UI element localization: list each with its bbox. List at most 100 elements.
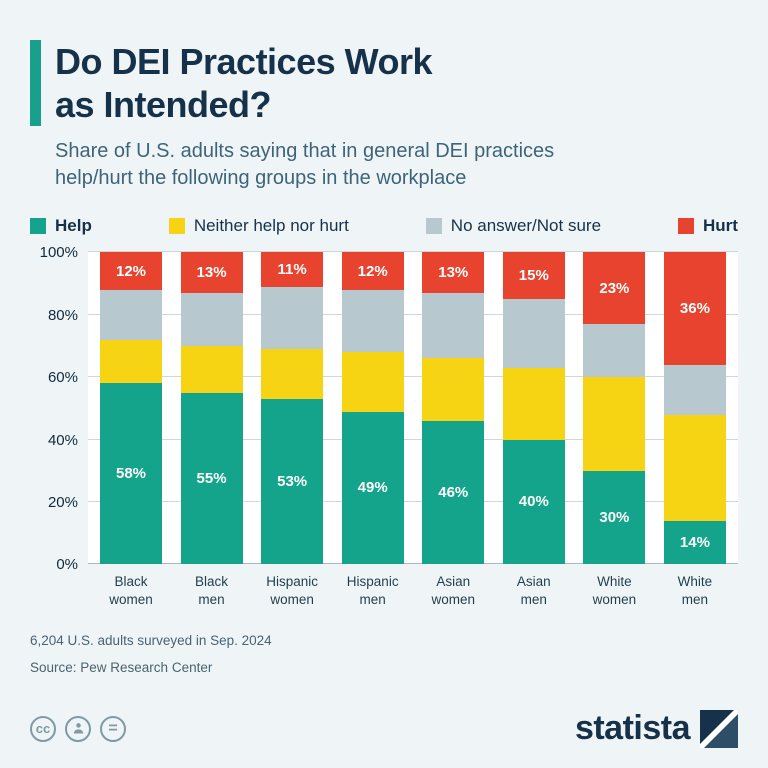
title-line-1: Do DEI Practices Work	[55, 41, 432, 82]
segment-hispanic-men-neither-help-nor-hurt	[341, 352, 404, 412]
segment-black-men-no-answer-not-sure	[180, 292, 243, 346]
x-label-white-men: White men	[677, 574, 713, 607]
bottom-bar: cc = statista	[30, 709, 738, 748]
bar-hispanic-men: 49% 12%	[341, 252, 404, 565]
segment-hispanic-women-help: 53%	[261, 399, 324, 565]
segment-hispanic-men-no-answer-not-sure	[341, 289, 404, 353]
value-label: 14%	[679, 534, 710, 552]
segment-black-men-neither-help-nor-hurt	[180, 345, 243, 393]
segment-asian-men-neither-help-nor-hurt	[502, 367, 565, 440]
value-label: 53%	[277, 473, 308, 491]
value-label: 13%	[196, 264, 227, 282]
legend-item-no-answer-not-sure: No answer/Not sure	[425, 216, 602, 236]
value-label: 30%	[599, 509, 630, 527]
bar-asian-men: 40% 15%	[502, 252, 565, 565]
x-label-hispanic-women: Hispanic women	[266, 574, 319, 607]
y-tick-20: 20%	[47, 493, 78, 511]
legend-label: Help	[55, 216, 92, 236]
survey-note: 6,204 U.S. adults surveyed in Sep. 2024	[30, 633, 272, 649]
y-tick-0: 0%	[56, 556, 78, 574]
legend-swatch-hurt	[678, 218, 695, 235]
x-label-asian-men: Asian men	[516, 574, 551, 607]
bar-white-men: 14% 36%	[663, 252, 726, 565]
value-label: 11%	[277, 261, 307, 279]
gridline-40	[88, 438, 738, 440]
gridline-100	[88, 251, 738, 253]
value-label: 49%	[357, 479, 388, 497]
statista-wordmark: statista	[574, 709, 691, 747]
x-label-white-women: White women	[592, 574, 637, 607]
gridline-80	[88, 313, 738, 315]
no-derivatives-icon[interactable]: =	[100, 715, 126, 742]
x-label-black-women: Black women	[109, 574, 153, 607]
source-note: Source: Pew Research Center	[30, 659, 213, 675]
segment-white-men-hurt: 36%	[663, 252, 726, 365]
footer-notes: 6,204 U.S. adults surveyed in Sep. 2024 …	[30, 628, 738, 681]
segment-asian-men-no-answer-not-sure	[502, 299, 565, 368]
statista-logo[interactable]: statista	[575, 709, 738, 748]
gridline-60	[88, 376, 738, 378]
segment-black-women-hurt: 12%	[100, 252, 162, 290]
value-label: 15%	[518, 267, 549, 285]
license-icons: cc =	[30, 715, 126, 742]
plot-area: 58% 12% 55% 13% 53% 11% 49% 12% 46% 13% 40% 15% 30% 2…	[88, 251, 738, 565]
value-label: 13%	[438, 264, 469, 282]
segment-white-women-hurt: 23%	[583, 252, 646, 325]
subtitle-line-1: Share of U.S. adults saying that in gene…	[55, 140, 555, 163]
segment-hispanic-women-neither-help-nor-hurt	[261, 349, 324, 400]
segment-asian-women-help: 46%	[422, 420, 485, 565]
y-tick-80: 80%	[47, 306, 78, 324]
bar-white-women: 30% 23%	[583, 252, 646, 565]
value-label: 12%	[115, 262, 147, 280]
segment-white-women-no-answer-not-sure	[583, 324, 646, 378]
bar-black-men: 55% 13%	[180, 252, 243, 565]
cc-icon[interactable]: cc	[30, 715, 56, 742]
segment-black-women-help: 58%	[100, 383, 162, 565]
value-label: 55%	[196, 470, 227, 488]
value-label: 40%	[518, 493, 549, 511]
legend-label: Neither help nor hurt	[193, 216, 349, 236]
segment-hispanic-women-no-answer-not-sure	[261, 286, 324, 350]
legend-item-neither-help-nor-hurt: Neither help nor hurt	[168, 216, 349, 236]
y-axis: 0% 20% 40% 60% 80% 100%	[30, 244, 78, 573]
attribution-person-icon[interactable]	[65, 715, 91, 742]
segment-black-men-hurt: 13%	[180, 252, 243, 293]
value-label: 46%	[438, 484, 469, 502]
segment-black-women-no-answer-not-sure	[100, 289, 162, 340]
value-label: 58%	[115, 465, 147, 483]
y-tick-100: 100%	[39, 244, 78, 262]
segment-black-men-help: 55%	[180, 392, 243, 565]
chart-subtitle: Share of U.S. adults saying that in gene…	[55, 138, 738, 192]
bars: 58% 12% 55% 13% 53% 11% 49% 12% 46% 13% 40% 15% 30% 2…	[88, 252, 738, 565]
legend-swatch-neither-help-nor-hurt	[168, 218, 185, 235]
value-label: 12%	[357, 262, 388, 280]
segment-asian-women-neither-help-nor-hurt	[422, 358, 485, 421]
title-line-2: as Intended?	[55, 84, 272, 126]
legend-label: No answer/Not sure	[450, 216, 602, 236]
legend-item-help: Help	[30, 216, 92, 236]
x-label-black-men: Black men	[195, 574, 229, 607]
chart-legend: Help Neither help nor hurt No answer/Not s…	[30, 216, 738, 236]
legend-item-hurt: Hurt	[678, 216, 738, 236]
segment-white-men-help: 14%	[663, 520, 726, 565]
segment-hispanic-men-help: 49%	[341, 411, 404, 565]
title-accent-bar	[30, 40, 41, 127]
value-label: 23%	[599, 279, 630, 297]
gridline-20	[88, 500, 738, 502]
page-title: Do DEI Practices Work as Intended?	[55, 40, 432, 126]
segment-hispanic-women-hurt: 11%	[261, 252, 324, 287]
x-label-asian-women: Asian women	[431, 574, 476, 607]
statista-mark-icon	[700, 709, 738, 748]
x-axis-labels: Black women Black men Hispanic women Hispanic m…	[88, 573, 738, 608]
gridline-0	[88, 563, 738, 565]
segment-white-men-no-answer-not-sure	[663, 364, 726, 415]
segment-white-women-neither-help-nor-hurt	[583, 377, 646, 471]
legend-label: Hurt	[703, 216, 738, 236]
segment-white-women-help: 30%	[583, 470, 646, 565]
y-tick-40: 40%	[47, 431, 78, 449]
x-label-hispanic-men: Hispanic men	[346, 574, 399, 607]
value-label: 36%	[679, 300, 710, 318]
segment-asian-women-hurt: 13%	[422, 252, 485, 293]
bar-black-women: 58% 12%	[100, 252, 162, 565]
